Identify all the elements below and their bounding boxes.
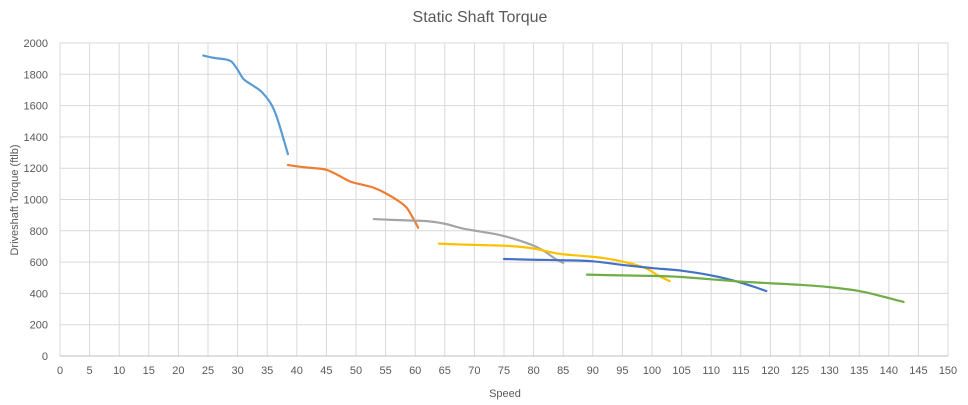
y-tick-label: 0 — [42, 351, 48, 363]
x-tick-label: 25 — [202, 365, 214, 377]
x-tick-label: 125 — [791, 365, 809, 377]
y-tick-label: 400 — [30, 288, 48, 300]
x-tick-label: 90 — [587, 365, 599, 377]
y-tick-label: 1000 — [24, 195, 48, 207]
y-axis-title: Driveshaft Torque (ftlb) — [9, 144, 21, 255]
x-tick-label: 100 — [643, 365, 661, 377]
chart-title: Static Shaft Torque — [413, 9, 548, 26]
y-tick-label: 600 — [30, 257, 48, 269]
grid-layer — [59, 42, 949, 357]
x-tick-label: 130 — [820, 365, 838, 377]
x-tick-label: 120 — [761, 365, 779, 377]
y-tick-label: 800 — [30, 226, 48, 238]
x-tick-label: 150 — [939, 365, 957, 377]
x-tick-label: 20 — [172, 365, 184, 377]
y-tick-label: 2000 — [24, 38, 48, 50]
y-tick-label: 1600 — [24, 101, 48, 113]
x-tick-label: 5 — [87, 365, 93, 377]
x-tick-label: 0 — [57, 365, 63, 377]
x-tick-label: 50 — [350, 365, 362, 377]
x-tick-label: 135 — [850, 365, 868, 377]
x-tick-label: 70 — [468, 365, 480, 377]
x-tick-label: 30 — [231, 365, 243, 377]
y-tick-label: 1200 — [24, 163, 48, 175]
x-tick-label: 80 — [527, 365, 539, 377]
x-tick-label: 65 — [439, 365, 451, 377]
series-line-4 — [437, 242, 671, 283]
x-tick-label: 45 — [320, 365, 332, 377]
y-tick-label: 200 — [30, 320, 48, 332]
x-axis-title: Speed — [489, 388, 521, 400]
x-tick-label: 145 — [909, 365, 927, 377]
series-line-1 — [202, 54, 290, 156]
x-tick-label: 55 — [379, 365, 391, 377]
x-tick-label: 110 — [702, 365, 720, 377]
x-tick-label: 60 — [409, 365, 421, 377]
series-layer — [202, 54, 905, 304]
series-line-2 — [286, 163, 420, 229]
x-tick-label: 75 — [498, 365, 510, 377]
x-tick-label: 115 — [732, 365, 750, 377]
x-tick-label: 85 — [557, 365, 569, 377]
x-tick-label: 40 — [291, 365, 303, 377]
x-tick-label: 15 — [143, 365, 155, 377]
y-tick-label: 1800 — [24, 69, 48, 81]
series-line-3 — [372, 217, 565, 264]
tick-label-layer: 0 5 10 15 20 25 30 35 40 45 50 55 60 65 70 75 80 85 90 95 10… — [24, 38, 958, 377]
x-tick-label: 95 — [616, 365, 628, 377]
x-tick-label: 35 — [261, 365, 273, 377]
x-tick-label: 10 — [113, 365, 125, 377]
x-tick-label: 140 — [880, 365, 898, 377]
series-line-6 — [585, 273, 905, 304]
x-tick-label: 105 — [672, 365, 690, 377]
y-tick-label: 1400 — [24, 132, 48, 144]
